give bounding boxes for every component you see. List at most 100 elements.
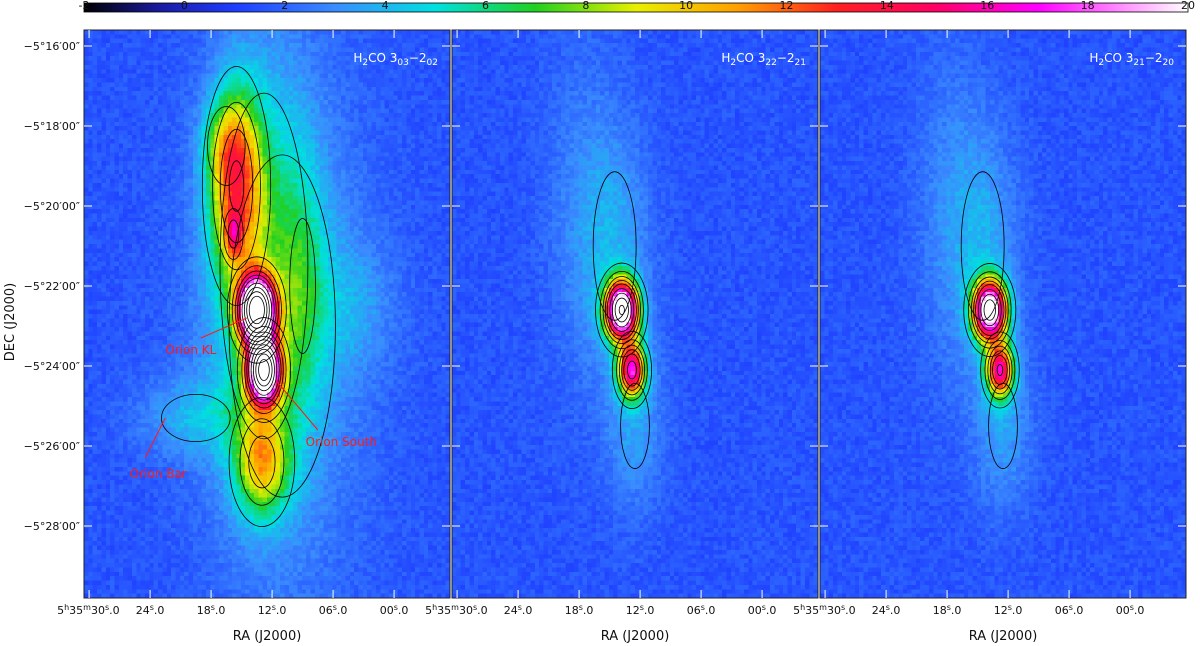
x-tick-fraction: .0 bbox=[644, 604, 655, 617]
x-tick-seconds: 24 bbox=[872, 604, 886, 617]
annotation-label: Orion South bbox=[306, 435, 377, 449]
contour-line bbox=[621, 349, 643, 391]
x-tick-seconds: 06 bbox=[1055, 604, 1069, 617]
panel-frame bbox=[819, 29, 1187, 599]
contour-line bbox=[616, 339, 648, 401]
x-tick-fraction: .0 bbox=[398, 604, 409, 617]
x-tick-s-unit: s bbox=[211, 603, 215, 612]
x-tick-fraction: .0 bbox=[705, 604, 716, 617]
colorbar-tick-label: 4 bbox=[382, 0, 389, 12]
x-tick-minutes: 35 bbox=[805, 604, 819, 617]
x-tick-s-unit: s bbox=[518, 603, 522, 612]
contour-line bbox=[980, 331, 1020, 409]
panel-title-part: 02 bbox=[427, 58, 438, 68]
colorbar-tick-label: 12 bbox=[780, 0, 794, 12]
panel-title: H2CO 303−202 bbox=[353, 51, 438, 68]
panel-frame bbox=[83, 29, 451, 599]
panel-title-part: 21 bbox=[795, 58, 806, 68]
annotation-pointer bbox=[200, 317, 247, 339]
x-tick-fraction: .0 bbox=[951, 604, 962, 617]
panel-title-part: 21 bbox=[1133, 58, 1144, 68]
x-tick-s-unit: s bbox=[150, 603, 154, 612]
x-tick-fraction: .0 bbox=[337, 604, 348, 617]
contour-line bbox=[239, 278, 275, 342]
panel-title-part: −2 bbox=[1145, 51, 1163, 65]
panel-title: H2CO 321−220 bbox=[1089, 51, 1174, 68]
contour-line bbox=[239, 418, 285, 506]
x-tick-s-unit: s bbox=[105, 603, 109, 612]
contour-line bbox=[289, 218, 316, 354]
annotation-label: Orion Bar bbox=[130, 467, 187, 481]
x-tick-seconds: 18 bbox=[565, 604, 579, 617]
contour-line bbox=[241, 326, 287, 414]
heatmap-image bbox=[452, 30, 818, 598]
x-tick-s-unit: s bbox=[272, 603, 276, 612]
x-tick-label: 00s.0 bbox=[380, 603, 409, 617]
x-tick-fraction: .0 bbox=[477, 604, 488, 617]
x-tick-seconds: 24 bbox=[136, 604, 150, 617]
x-tick-label: 00s.0 bbox=[748, 603, 777, 617]
x-tick-label: 00s.0 bbox=[1116, 603, 1145, 617]
x-tick-m-unit: m bbox=[451, 603, 459, 612]
x-tick-s-unit: s bbox=[640, 603, 644, 612]
contour-line bbox=[609, 288, 635, 332]
x-tick-s-unit: s bbox=[1130, 603, 1134, 612]
x-tick-fraction: .0 bbox=[845, 604, 856, 617]
y-tick-label: −5°28′00″ bbox=[24, 520, 80, 533]
x-tick-hours: 5 bbox=[57, 604, 64, 617]
panel-title-part: CO 3 bbox=[736, 51, 765, 65]
contour-line bbox=[975, 284, 1005, 336]
panel-title: H2CO 322−221 bbox=[721, 51, 806, 68]
x-tick-minutes: 35 bbox=[437, 604, 451, 617]
x-tick-fraction: .0 bbox=[276, 604, 287, 617]
contour-line bbox=[228, 160, 245, 212]
x-tick-fraction: .0 bbox=[1134, 604, 1145, 617]
x-tick-label: 5h35m30s.0 bbox=[57, 603, 120, 617]
x-tick-label: 5h35m30s.0 bbox=[425, 603, 488, 617]
colorbar-tick-label: 20 bbox=[1181, 0, 1195, 12]
x-tick-s-unit: s bbox=[473, 603, 477, 612]
contour-line bbox=[248, 295, 265, 325]
contour-line bbox=[611, 292, 632, 328]
contour-line bbox=[988, 383, 1018, 469]
y-tick-label: −5°26′00″ bbox=[24, 440, 80, 453]
x-tick-s-unit: s bbox=[579, 603, 583, 612]
x-tick-seconds: 30 bbox=[459, 604, 473, 617]
x-tick-m-unit: m bbox=[819, 603, 827, 612]
x-tick-minutes: 35 bbox=[69, 604, 83, 617]
contour-line bbox=[258, 359, 270, 381]
x-tick-label: 18s.0 bbox=[565, 603, 594, 617]
x-tick-s-unit: s bbox=[841, 603, 845, 612]
panel-title-part: −2 bbox=[409, 51, 427, 65]
contour-line bbox=[977, 289, 1002, 331]
contour-line bbox=[973, 280, 1007, 340]
x-tick-h-unit: h bbox=[800, 603, 805, 612]
contour-line bbox=[244, 331, 284, 409]
x-tick-seconds: 06 bbox=[687, 604, 701, 617]
panel-title-part: CO 3 bbox=[368, 51, 397, 65]
contour-line bbox=[996, 364, 1004, 376]
contour-line bbox=[161, 393, 231, 443]
panel-title-part: 22 bbox=[765, 58, 776, 68]
panel-title-part: CO 3 bbox=[1104, 51, 1133, 65]
contour-line bbox=[989, 350, 1011, 390]
contour-line bbox=[980, 293, 999, 327]
contour-line bbox=[227, 219, 240, 249]
x-tick-label: 24s.0 bbox=[872, 603, 901, 617]
contour-line bbox=[592, 171, 637, 321]
x-tick-fraction: .0 bbox=[766, 604, 777, 617]
colorbar-tick-label: 14 bbox=[880, 0, 894, 12]
x-tick-s-unit: s bbox=[1008, 603, 1012, 612]
contour-line bbox=[237, 274, 277, 346]
y-tick-label: −5°22′00″ bbox=[24, 280, 80, 293]
x-tick-seconds: 00 bbox=[380, 604, 394, 617]
x-tick-h-unit: h bbox=[432, 603, 437, 612]
heatmap-image bbox=[820, 30, 1186, 598]
x-tick-label: 12s.0 bbox=[258, 603, 287, 617]
contour-line bbox=[250, 344, 278, 396]
contour-line bbox=[984, 340, 1016, 400]
panel-title-part: H bbox=[353, 51, 362, 65]
x-tick-s-unit: s bbox=[886, 603, 890, 612]
panel-3: 5h35m30s.0 24s.0 18s.0 12s.0 06s.0 00s.0RA (J… bbox=[793, 29, 1187, 644]
